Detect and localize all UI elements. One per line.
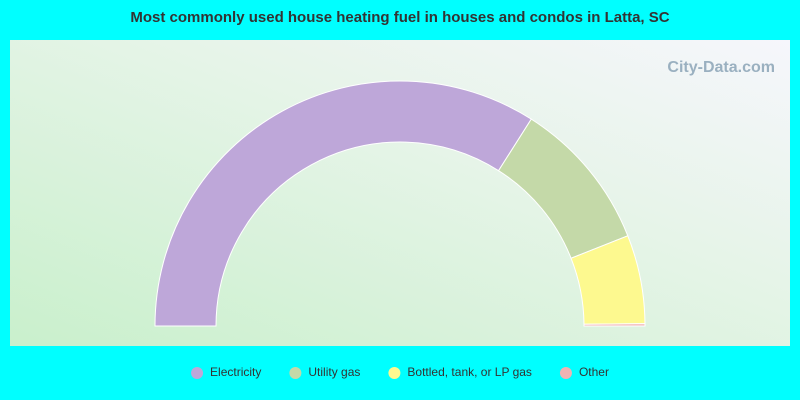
arcs bbox=[154, 80, 646, 327]
legend-label: Electricity bbox=[210, 365, 261, 379]
arc-segment bbox=[583, 323, 646, 327]
legend: Electricity Utility gas Bottled, tank, or … bbox=[191, 365, 609, 379]
legend-marker bbox=[559, 367, 572, 379]
legend-marker bbox=[289, 367, 302, 379]
legend-label: Other bbox=[579, 365, 609, 379]
legend-marker bbox=[388, 367, 401, 379]
legend-label: Bottled, tank, or LP gas bbox=[407, 365, 532, 379]
watermark: City-Data.com bbox=[667, 59, 775, 76]
legend-label: Utility gas bbox=[308, 365, 360, 379]
legend-marker bbox=[191, 367, 204, 379]
arc-segment bbox=[154, 80, 532, 327]
chart-title: Most commonly used house heating fuel in… bbox=[130, 9, 669, 26]
